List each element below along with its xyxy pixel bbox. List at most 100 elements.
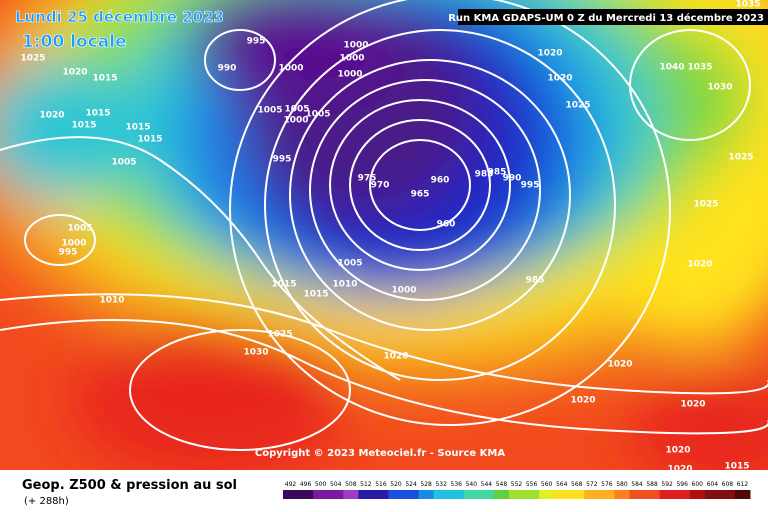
- isobar-label: 1000: [283, 116, 308, 126]
- footer-lead: (+ 288h): [24, 496, 69, 507]
- isobar-label: 1025: [565, 101, 590, 111]
- isobar-label: 960: [437, 220, 456, 230]
- scale-swatch: [298, 490, 314, 499]
- scale-label: 508: [345, 481, 357, 488]
- scale-label: 540: [466, 481, 478, 488]
- isobar-label: 990: [218, 64, 237, 74]
- scale-label: 544: [481, 481, 493, 488]
- isobars: [0, 0, 768, 451]
- copyright: Copyright © 2023 Meteociel.fr - Source K…: [255, 448, 506, 459]
- scale-swatch: [403, 490, 420, 499]
- scale-swatch: [448, 490, 465, 499]
- scale-swatch: [493, 490, 510, 499]
- scale-label: 580: [616, 481, 628, 488]
- isobar-label: 1020: [570, 396, 595, 406]
- isobar-label: 995: [521, 181, 540, 191]
- isobar-label: 995: [247, 37, 266, 47]
- isobar-label: 1000: [337, 70, 362, 80]
- scale-swatch: [373, 490, 389, 499]
- scale-label: 600: [692, 481, 704, 488]
- scale-swatch: [328, 490, 344, 499]
- isobar-label: 1010: [99, 296, 124, 306]
- isobar-label: 1000: [343, 41, 368, 51]
- scale-swatch: [554, 490, 570, 499]
- isobar-label: 1025: [693, 200, 718, 210]
- scale-swatch: [644, 490, 661, 499]
- scale-label: 572: [586, 481, 598, 488]
- scale-swatch: [433, 490, 450, 499]
- scale-swatch: [629, 490, 646, 499]
- scale-swatch: [524, 490, 540, 499]
- scale-swatch: [358, 490, 374, 499]
- isobar-label: 1020: [62, 68, 87, 78]
- scale-swatch: [569, 490, 585, 499]
- isobar-label: 1020: [667, 465, 692, 475]
- scale-label: 520: [390, 481, 402, 488]
- isobar-label: 1010: [332, 280, 357, 290]
- isobar-label: 1015: [271, 280, 296, 290]
- isobar-label: 1005: [284, 105, 309, 115]
- isobar-label: 1030: [243, 348, 268, 358]
- isobar-label: 985: [488, 168, 507, 178]
- scale-label: 504: [330, 481, 342, 488]
- isobar-label: 1020: [39, 111, 64, 121]
- isobar-label: 1005: [305, 110, 330, 120]
- scale-swatch: [313, 490, 329, 499]
- scale-swatch: [689, 490, 706, 499]
- run-box: [458, 9, 768, 25]
- isobar-label: 1015: [71, 121, 96, 131]
- scale-label: 604: [707, 481, 719, 488]
- color-scale: 492 496 500 504 508 512 516 520 524 528 532 536 540 5…: [283, 481, 751, 499]
- scale-label: 596: [676, 481, 688, 488]
- isobar-label: 1030: [707, 83, 732, 93]
- isobar-label: 995: [273, 155, 292, 165]
- isobar-label: 1035: [687, 63, 712, 73]
- scale-swatch: [478, 490, 495, 499]
- scale-swatch: [599, 490, 615, 499]
- scale-swatch: [584, 490, 600, 499]
- scale-label: 576: [601, 481, 613, 488]
- scale-label: 548: [496, 481, 508, 488]
- scale-label: 564: [556, 481, 568, 488]
- scale-label: 516: [375, 481, 387, 488]
- isobar-label: 1020: [687, 260, 712, 270]
- scale-label: 552: [511, 481, 523, 488]
- isobar-label: 1015: [724, 462, 749, 472]
- isobar-label: 990: [503, 174, 522, 184]
- scale-label: 500: [315, 481, 327, 488]
- isobar-label: 1035: [735, 0, 760, 10]
- scale-swatch: [674, 490, 691, 499]
- scale-swatch: [508, 490, 525, 499]
- isobar-label: 1025: [20, 54, 45, 64]
- scale-swatch: [734, 490, 751, 499]
- isobar-label: 1015: [137, 135, 162, 145]
- scale-label: 492: [285, 481, 297, 488]
- isobar-label: 1000: [391, 286, 416, 296]
- scale-swatch: [659, 490, 676, 499]
- scale-swatch: [719, 490, 736, 499]
- isobar-label: 1015: [85, 109, 110, 119]
- footer-title: Geop. Z500 & pression au sol: [22, 478, 237, 493]
- isobar-label: 1000: [278, 64, 303, 74]
- isobar-label: 1005: [337, 259, 362, 269]
- scale-label: 532: [435, 481, 447, 488]
- scale-swatch: [539, 490, 555, 499]
- isobar-label: 1020: [607, 360, 632, 370]
- isobar-label: 985: [475, 170, 494, 180]
- isobar-label: 965: [411, 190, 430, 200]
- run: Run KMA GDAPS-UM 0 Z du Mercredi 13 déce…: [448, 12, 764, 24]
- scale-label: 612: [737, 481, 749, 488]
- isobar-label: 1020: [537, 49, 562, 59]
- scale-label: 536: [451, 481, 463, 488]
- scale-swatch: [283, 490, 299, 499]
- isobar-label: 1020: [665, 446, 690, 456]
- scale-swatch: [388, 490, 405, 499]
- date: Lundi 25 décembre 2023: [15, 8, 224, 26]
- scale-label: 496: [300, 481, 312, 488]
- scale-swatch: [343, 490, 359, 499]
- isobar-label: 960: [431, 176, 450, 186]
